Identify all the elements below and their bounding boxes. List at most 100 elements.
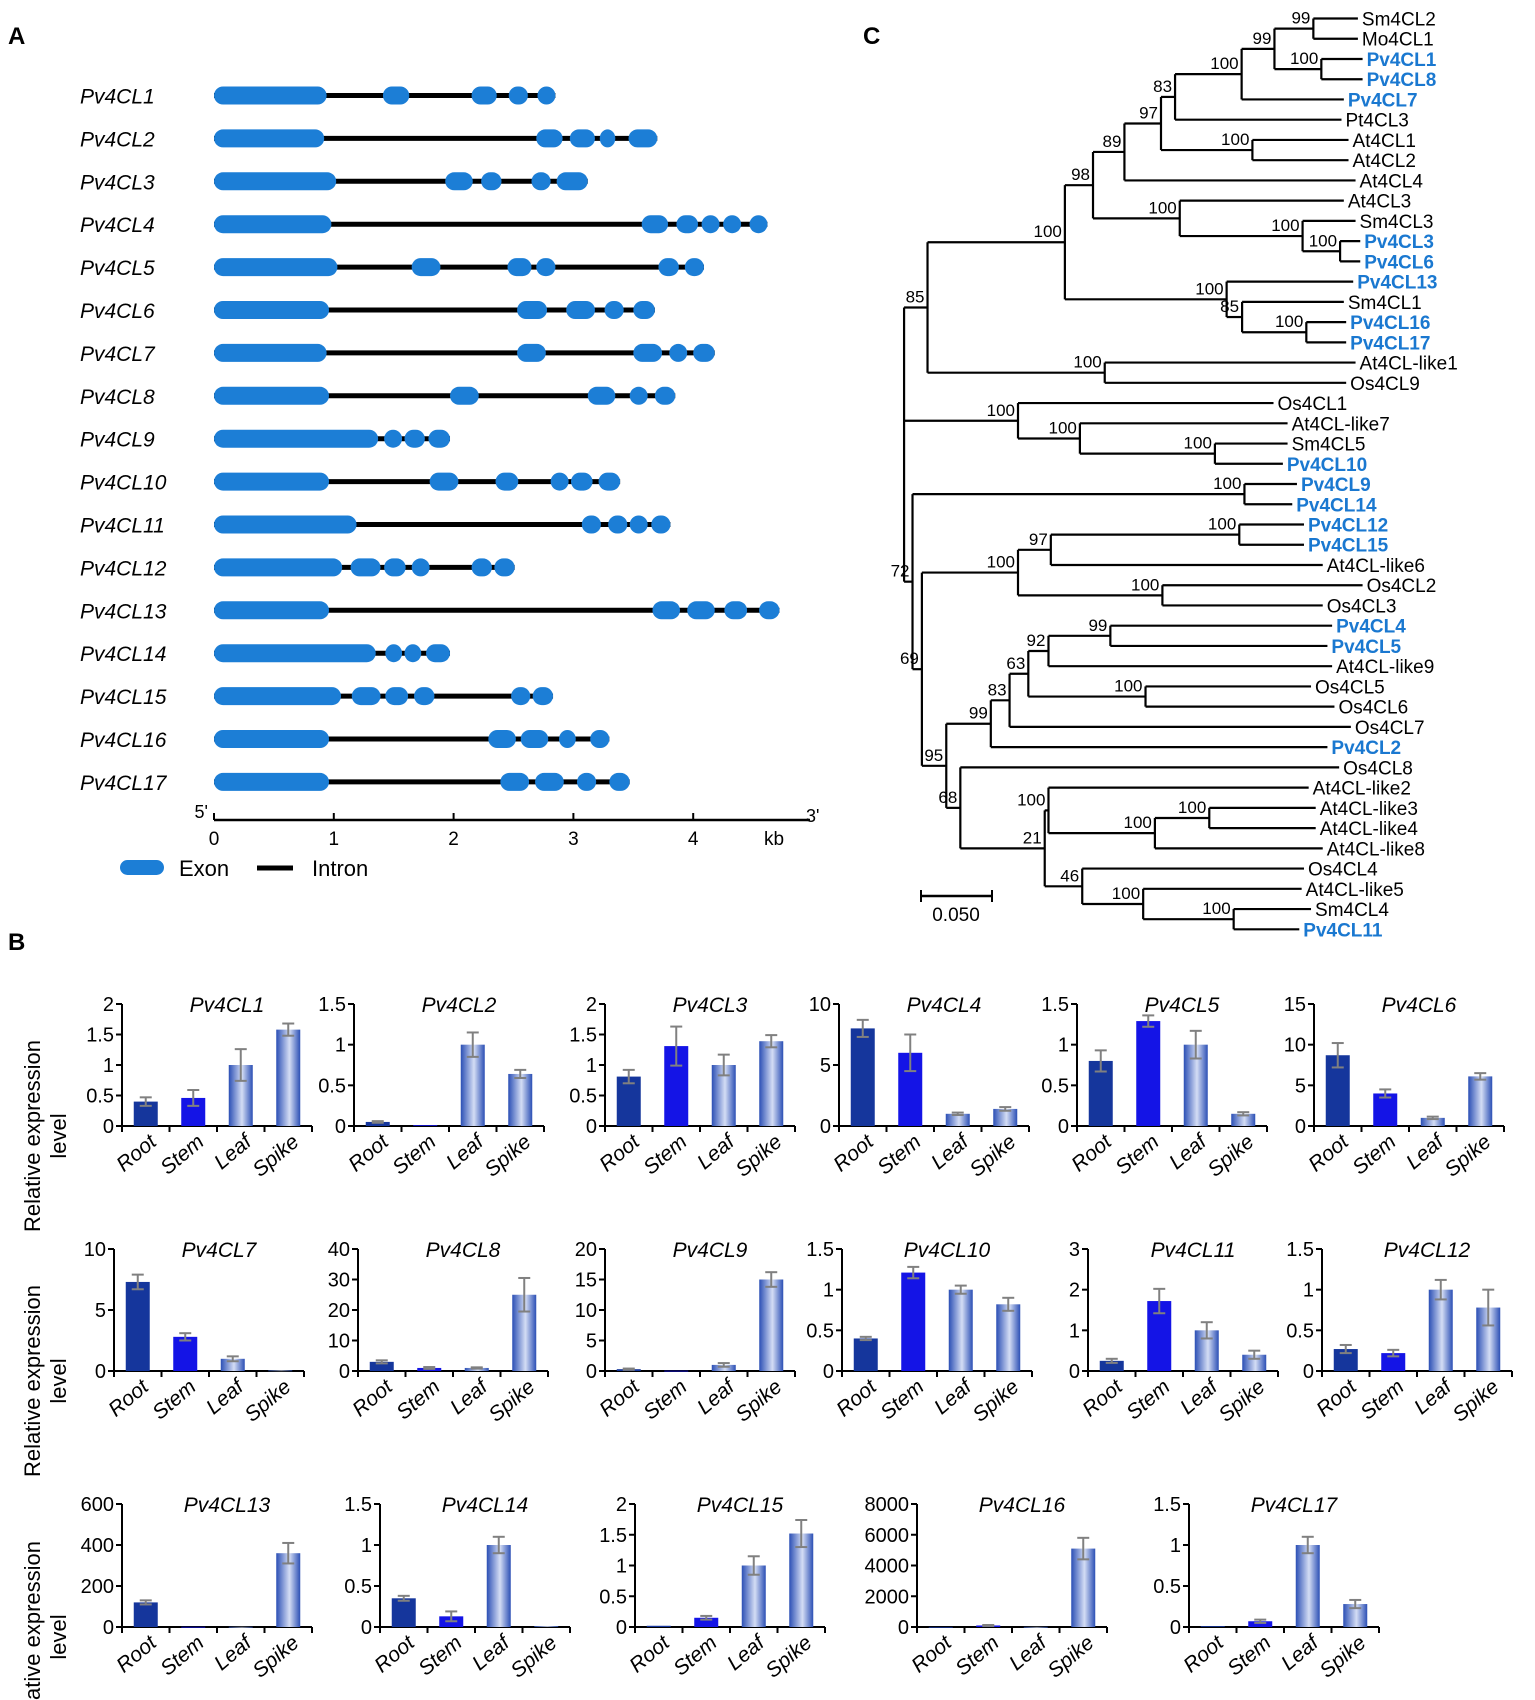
bootstrap-value: 100 [1210, 54, 1238, 73]
bootstrap-value: 95 [924, 746, 943, 765]
y-tick-label: 4000 [865, 1556, 910, 1578]
gene-row: Pv4CL7 [80, 343, 715, 366]
exon-block [598, 472, 621, 491]
y-tick-label: 5 [1295, 1075, 1306, 1097]
category-label: Spike [1043, 1631, 1098, 1682]
y-tick-label: 0 [1069, 1361, 1080, 1383]
exon-block [511, 687, 531, 706]
exon-block [517, 301, 548, 319]
y-tick-label: 0.5 [806, 1320, 834, 1342]
exon-block [531, 172, 551, 191]
bar-root [1200, 1626, 1225, 1627]
gene-row: Pv4CL2 [80, 128, 658, 151]
y-tick-label: 0 [898, 1617, 909, 1639]
exon-block [404, 644, 422, 663]
chart-title: Pv4CL4 [907, 994, 982, 1017]
y-tick-label: 15 [575, 1270, 597, 1292]
category-label: Spike [248, 1130, 303, 1181]
bootstrap-value: 97 [1139, 103, 1158, 122]
bootstrap-value: 83 [1153, 77, 1172, 96]
tree-leaf-label: Os4CL8 [1343, 758, 1413, 779]
kb-unit-label: kb [764, 829, 784, 850]
category-label: Spike [761, 1631, 816, 1682]
y-tick-label: 0 [103, 1116, 114, 1138]
exon-block [701, 215, 720, 234]
exon-block [384, 429, 403, 448]
category-label: Root [370, 1630, 420, 1677]
category-label: Root [1067, 1129, 1117, 1176]
category-label: Spike [1214, 1375, 1269, 1426]
bar-leaf [460, 1044, 485, 1126]
phylogenetic-tree-panel: 99 100 99 100 83 100 97 89 100 100 100 98 100 85 100 10… [891, 9, 1458, 942]
exon-block [658, 258, 679, 277]
bar-root [928, 1626, 953, 1628]
gene-row: Pv4CL3 [80, 171, 588, 194]
chart-title: Pv4CL10 [904, 1239, 991, 1262]
category-label: Root [112, 1630, 162, 1677]
bootstrap-value: 89 [1103, 132, 1122, 151]
category-label: Stem [414, 1631, 466, 1680]
bar-spike [268, 1370, 293, 1372]
category-label: Stem [876, 1375, 928, 1424]
exon-block [382, 86, 410, 105]
bar-spike [1343, 1604, 1368, 1627]
y-tick-label: 0 [823, 1361, 834, 1383]
y-tick-label: 0 [335, 1116, 346, 1138]
tree-leaf-label: Sm4CL5 [1292, 435, 1366, 456]
exon-block [676, 215, 698, 234]
gene-name: Pv4CL4 [80, 214, 155, 237]
bar-stem [1373, 1093, 1398, 1126]
category-label: Spike [1448, 1375, 1503, 1426]
tree-leaf-label: Sm4CL3 [1360, 212, 1434, 233]
category-label: Stem [639, 1375, 691, 1424]
category-label: Spike [965, 1130, 1020, 1181]
scale-tick-label: 4 [688, 829, 699, 850]
tree-leaf-label: At4CL-like4 [1320, 819, 1419, 840]
category-label: Root [1179, 1630, 1229, 1677]
y-tick-label: 1 [1069, 1320, 1080, 1342]
y-tick-label: 1.5 [1286, 1239, 1314, 1261]
scale-tick-label: 0 [209, 829, 220, 850]
bar-root [646, 1625, 671, 1627]
category-label: Root [595, 1374, 645, 1421]
tree-leaf-label: Pv4CL8 [1367, 70, 1437, 91]
chart-title: Pv4CL2 [422, 994, 497, 1017]
exon-block [693, 343, 715, 362]
gene-row: Pv4CL1 [80, 86, 556, 109]
exon-block [428, 429, 451, 448]
tree-leaf-label: Pv4CL15 [1308, 536, 1389, 557]
exon-block [404, 429, 425, 448]
category-label: Stem [639, 1130, 691, 1179]
bar-root [616, 1076, 641, 1126]
chart-title: Pv4CL11 [1151, 1239, 1236, 1262]
panel-label-c: C [863, 23, 880, 50]
tree-leaf-label: At4CL-like8 [1327, 839, 1425, 860]
bar-spike [789, 1533, 814, 1627]
category-label: Stem [392, 1375, 444, 1424]
bootstrap-value: 99 [1291, 9, 1310, 28]
tree-leaf-label: Os4CL3 [1327, 596, 1397, 617]
bootstrap-value: 100 [1271, 216, 1299, 235]
exon-block [587, 386, 616, 405]
tree-leaf-label: Os4CL6 [1338, 698, 1408, 719]
y-tick-label: 1 [823, 1280, 834, 1302]
y-tick-label: 1.5 [86, 1025, 114, 1047]
bar-leaf [1295, 1545, 1320, 1627]
expression-bar-charts-panel: Relative expression levelPv4CL100.511.52R… [20, 994, 1513, 1700]
gene-name: Pv4CL3 [80, 171, 155, 194]
exon-block [556, 172, 588, 191]
y-axis-label-line: Relative expression [20, 1040, 45, 1232]
bootstrap-value: 69 [900, 649, 919, 668]
tree-leaf-label: Os4CL7 [1355, 718, 1425, 739]
exon-block [481, 172, 502, 191]
bar-spike [534, 1626, 559, 1627]
y-tick-label: 0 [103, 1617, 114, 1639]
gene-name: Pv4CL5 [80, 257, 155, 280]
bar-leaf [1023, 1626, 1048, 1628]
exon-block [214, 215, 332, 234]
category-label: Stem [669, 1631, 721, 1680]
